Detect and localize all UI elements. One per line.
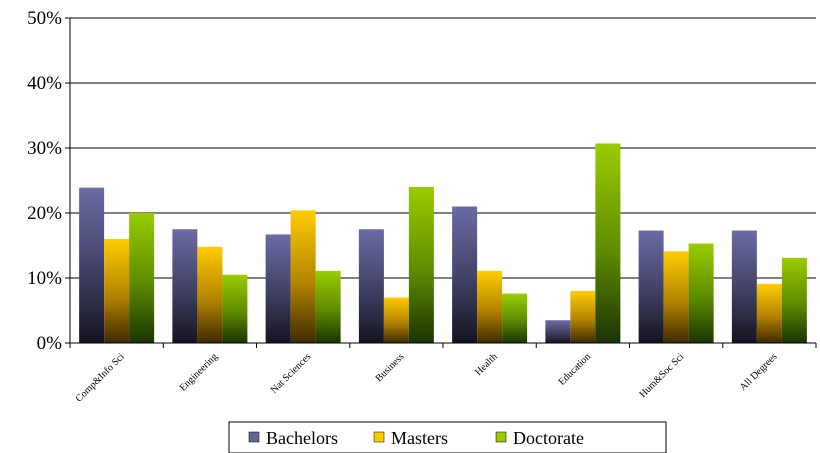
bar-masters [104, 239, 130, 343]
bar-masters [197, 246, 223, 343]
x-category-label: Comp&Info Sci [74, 351, 127, 404]
x-category-label: Nat Sciences [269, 351, 314, 396]
bar-bachelors [172, 229, 198, 343]
bar-masters [663, 251, 689, 343]
x-category-label: Health [473, 351, 500, 378]
bar-masters [290, 210, 316, 343]
bar-doctorate [595, 143, 621, 343]
y-tick-label: 10% [27, 268, 62, 289]
y-tick-label: 40% [27, 73, 62, 94]
bar-doctorate [408, 187, 434, 343]
legend: Bachelors Masters Doctorate [228, 421, 667, 453]
bar-bachelors [731, 230, 757, 343]
bar-doctorate [129, 213, 155, 343]
legend-swatch-bachelors [248, 431, 260, 443]
bar-doctorate [222, 274, 248, 343]
x-category-label: Engineering [178, 351, 220, 393]
legend-box [228, 421, 667, 453]
y-tick-label: 0% [37, 333, 63, 354]
bars [79, 143, 807, 343]
legend-label-bachelors: Bachelors [266, 428, 338, 448]
bar-bachelors [452, 206, 478, 343]
bar-bachelors [79, 187, 105, 343]
bar-masters [477, 270, 503, 343]
bar-masters [383, 297, 409, 343]
bar-bachelors [638, 230, 664, 343]
bar-doctorate [502, 293, 528, 343]
x-category-label: Business [374, 351, 407, 384]
bar-doctorate [315, 270, 341, 343]
bar-bachelors [358, 229, 384, 343]
axes [65, 17, 817, 348]
bar-doctorate [688, 243, 714, 343]
bar-masters [756, 283, 782, 343]
x-category-label: Hum&Soc Sci [637, 351, 686, 400]
legend-label-doctorate: Doctorate [513, 428, 584, 448]
bar-masters [570, 291, 596, 343]
legend-label-masters: Masters [391, 428, 448, 448]
legend-swatch-masters [373, 431, 385, 443]
bar-bachelors [545, 320, 571, 343]
y-tick-label: 20% [27, 203, 62, 224]
x-category-label: All Degrees [738, 351, 780, 393]
y-tick-label: 50% [27, 8, 62, 29]
y-tick-label: 30% [27, 138, 62, 159]
x-axis-category-labels: Comp&Info Sci Engineering Nat Sciences Busi… [74, 351, 780, 404]
bar-bachelors [265, 234, 291, 343]
bar-doctorate [781, 257, 807, 343]
x-category-label: Education [557, 351, 593, 387]
legend-swatch-doctorate [495, 431, 507, 443]
y-axis-tick-labels: 0% 10% 20% 30% 40% 50% [27, 8, 62, 354]
